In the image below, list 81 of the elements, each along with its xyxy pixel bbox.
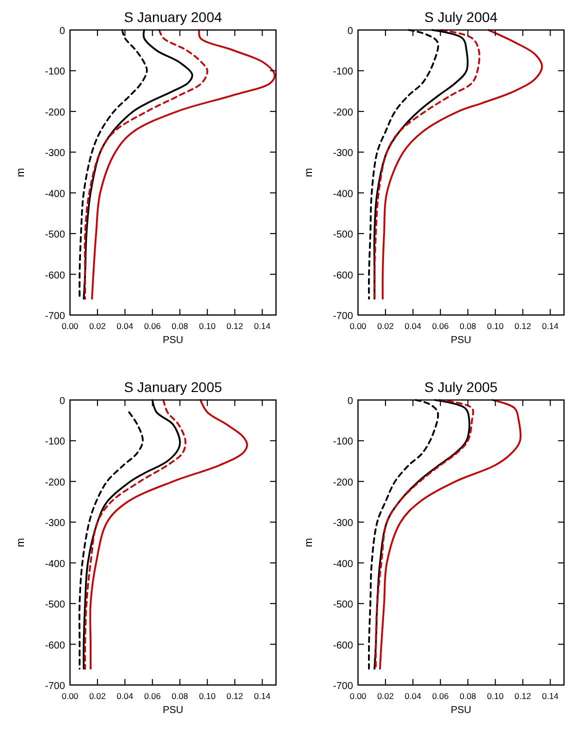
y-tick-label: -400 <box>332 188 354 200</box>
chart-title: S July 2005 <box>424 379 498 395</box>
x-tick-label: 0.12 <box>226 321 244 331</box>
y-tick-label: -500 <box>332 230 354 241</box>
x-tick-label: 0.10 <box>487 321 504 331</box>
y-tick-label: -300 <box>332 148 354 160</box>
y-tick-label: -100 <box>44 66 66 78</box>
x-tick-label: 0.06 <box>144 321 161 331</box>
x-tick-label: 0.00 <box>62 321 79 331</box>
line-series <box>91 29 276 300</box>
x-axis-title: PSU <box>162 335 184 346</box>
chart-title: S January 2004 <box>124 9 222 25</box>
x-tick-label: 0.08 <box>460 321 476 331</box>
x-tick-label: 0.06 <box>144 691 161 701</box>
y-tick-label: -300 <box>44 518 66 530</box>
chart-title: S January 2005 <box>124 379 222 395</box>
y-tick-label: 0 <box>347 396 354 407</box>
y-tick-label: -300 <box>332 518 354 530</box>
x-tick-label: 0.02 <box>377 321 394 331</box>
x-tick-label: 0.12 <box>514 321 532 331</box>
y-tick-label: -700 <box>332 311 354 322</box>
x-tick-label: 0.02 <box>377 691 394 701</box>
line-series <box>379 399 522 670</box>
y-tick-label: -500 <box>44 600 66 611</box>
x-tick-label: 0.00 <box>62 691 79 701</box>
x-tick-label: 0.00 <box>350 691 367 701</box>
y-tick-label: -500 <box>44 230 66 241</box>
y-axis-title: m <box>15 168 27 178</box>
x-tick-label: 0.12 <box>226 691 244 701</box>
y-tick-label: 0 <box>347 26 354 37</box>
x-tick-label: 0.08 <box>460 691 476 701</box>
x-tick-label: 0.04 <box>404 691 422 701</box>
y-tick-label: -600 <box>44 270 66 282</box>
y-tick-label: -600 <box>332 270 354 282</box>
x-tick-label: 0.06 <box>432 321 449 331</box>
y-tick-label: -200 <box>332 477 354 488</box>
y-tick-label: -100 <box>332 436 354 448</box>
x-tick-label: 0.14 <box>254 691 271 701</box>
x-tick-label: 0.14 <box>542 691 559 701</box>
y-tick-label: -600 <box>44 640 66 652</box>
y-tick-label: 0 <box>59 396 66 407</box>
x-tick-label: 0.04 <box>404 321 422 331</box>
y-tick-label: -400 <box>44 188 66 200</box>
x-tick-label: 0.10 <box>199 691 216 701</box>
line-series <box>78 411 144 670</box>
x-tick-label: 0.00 <box>350 321 367 331</box>
x-tick-label: 0.02 <box>89 691 106 701</box>
y-axis-title: m <box>15 538 27 548</box>
x-tick-label: 0.08 <box>172 321 188 331</box>
x-tick-label: 0.02 <box>89 321 106 331</box>
x-tick-label: 0.08 <box>172 691 188 701</box>
x-tick-label: 0.10 <box>199 321 216 331</box>
y-tick-label: -200 <box>332 107 354 118</box>
line-series <box>89 399 248 670</box>
x-tick-label: 0.06 <box>432 691 449 701</box>
y-tick-label: -200 <box>44 107 66 118</box>
y-axis-title: m <box>303 168 315 178</box>
y-tick-label: -400 <box>44 558 66 570</box>
y-tick-label: 0 <box>59 26 66 37</box>
y-tick-label: -500 <box>332 600 354 611</box>
y-tick-label: -200 <box>44 477 66 488</box>
y-tick-label: -100 <box>332 66 354 78</box>
x-tick-label: 0.04 <box>116 691 134 701</box>
y-tick-label: -600 <box>332 640 354 652</box>
y-tick-label: -100 <box>44 436 66 448</box>
x-axis-title: PSU <box>450 705 472 716</box>
y-tick-label: -700 <box>44 311 66 322</box>
line-series <box>382 29 543 300</box>
y-tick-label: -700 <box>44 681 66 692</box>
y-tick-label: -400 <box>332 558 354 570</box>
chart-title: S July 2004 <box>424 9 498 25</box>
y-tick-label: -700 <box>332 681 354 692</box>
y-tick-label: -300 <box>44 148 66 160</box>
x-tick-label: 0.14 <box>542 321 559 331</box>
x-axis-title: PSU <box>450 335 472 346</box>
y-axis-title: m <box>303 538 315 548</box>
x-tick-label: 0.14 <box>254 321 271 331</box>
x-tick-label: 0.10 <box>487 691 504 701</box>
x-axis-title: PSU <box>162 705 184 716</box>
x-tick-label: 0.04 <box>116 321 134 331</box>
x-tick-label: 0.12 <box>514 691 532 701</box>
